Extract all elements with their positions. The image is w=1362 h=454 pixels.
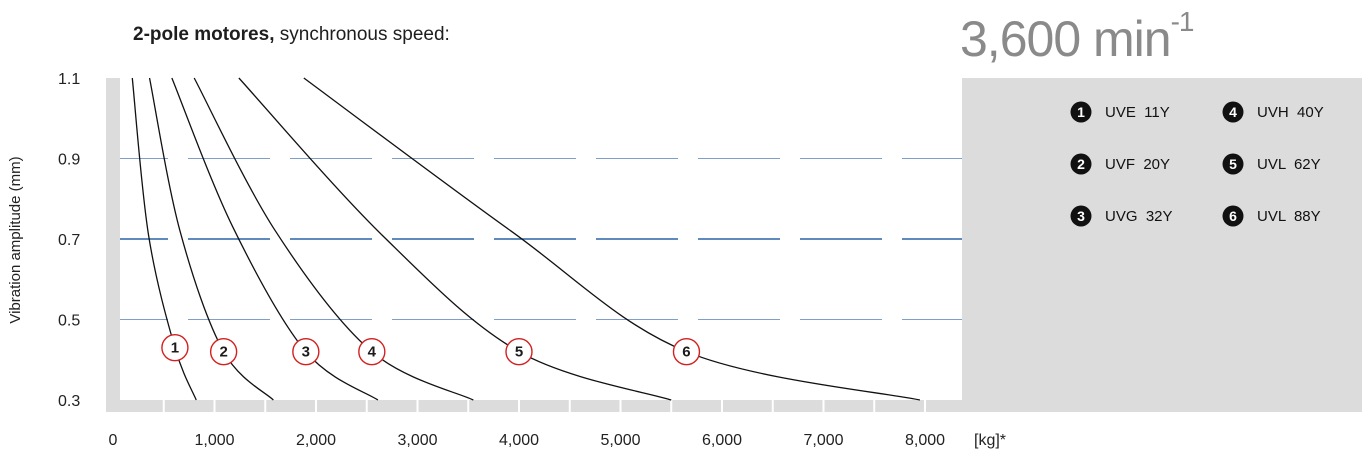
curve-2	[148, 77, 274, 401]
legend-dot-6	[1222, 205, 1244, 227]
y-tick-label: 0.3	[58, 393, 80, 410]
curve-marker-label-5: 5	[515, 344, 523, 361]
legend-number-6: 6	[1229, 208, 1237, 224]
curve-marker-3	[292, 338, 320, 366]
legend-label-6: UVL 88Y	[1257, 208, 1321, 225]
legend-item-5: 5 UVL 62Y	[1222, 153, 1321, 175]
curve-6	[303, 77, 921, 401]
legend-item-2: 2 UVF 20Y	[1070, 153, 1170, 175]
y-tick-labels: 1.1 0.9 0.7 0.5 0.3	[58, 71, 80, 410]
curve-marker-4	[358, 338, 386, 366]
curve-marker-2	[209, 338, 238, 366]
x-axis-unit-label: [kg]*	[974, 432, 1006, 449]
curve-marker-label-1: 1	[171, 340, 179, 357]
x-tick-label: 0	[109, 432, 118, 449]
curve-5	[238, 77, 672, 401]
curve-marker-label-3: 3	[302, 344, 310, 361]
chart-title-rest: synchronous speed:	[274, 24, 450, 45]
curve-marker-label-4: 4	[368, 344, 377, 361]
chart-title-bold: 2-pole motores,	[133, 24, 275, 45]
legend-dot-5	[1222, 153, 1244, 175]
curve-marker-1	[161, 333, 189, 362]
curve-3	[171, 77, 379, 401]
x-tick-label: 2,000	[296, 432, 336, 449]
legend-dot-2	[1070, 153, 1092, 175]
curve-marker-6	[672, 338, 701, 366]
legend-number-2: 2	[1077, 156, 1085, 172]
x-tick-label: 7,000	[803, 432, 843, 449]
legend-label-1: UVE 11Y	[1105, 104, 1170, 121]
legend: 1 UVE 11Y 2 UVF 20Y 3 UVG 32Y 4 UVH 40Y 5 UVL 62Y…	[1070, 101, 1324, 227]
x-tick-marks	[162, 400, 926, 412]
legend-dot-3	[1070, 205, 1092, 227]
x-tick-label: 4,000	[499, 432, 539, 449]
chart-title: 2-pole motores, synchronous speed:	[133, 24, 450, 46]
synchronous-speed: 3,600 min-1	[960, 6, 1194, 68]
curve-4	[193, 77, 474, 401]
y-tick-label: 0.7	[58, 232, 80, 249]
legend-number-3: 3	[1077, 208, 1085, 224]
legend-number-5: 5	[1229, 156, 1237, 172]
speed-value: 3,600 min	[960, 11, 1172, 67]
legend-label-4: UVH 40Y	[1257, 104, 1324, 121]
x-tick-label: 5,000	[600, 432, 640, 449]
legend-dot-4	[1222, 101, 1244, 123]
legend-item-1: 1 UVE 11Y	[1070, 101, 1170, 123]
curve-markers: 1 2 3 4 5 6	[161, 333, 701, 366]
curves	[131, 77, 921, 401]
curve-marker-5	[505, 338, 533, 366]
legend-item-6: 6 UVL 88Y	[1222, 205, 1321, 227]
y-tick-label: 0.9	[58, 152, 80, 169]
legend-item-4: 4 UVH 40Y	[1222, 101, 1324, 123]
x-tick-label: 6,000	[702, 432, 742, 449]
x-tick-label: 8,000	[905, 432, 945, 449]
legend-item-3: 3 UVG 32Y	[1070, 205, 1173, 227]
legend-dot-1	[1070, 101, 1092, 123]
legend-label-2: UVF 20Y	[1105, 156, 1170, 173]
legend-number-1: 1	[1077, 104, 1085, 120]
legend-number-4: 4	[1229, 104, 1237, 120]
curve-marker-label-6: 6	[682, 344, 690, 361]
curve-1	[131, 77, 197, 401]
y-axis-label: Vibration amplitude (mm)	[7, 156, 24, 323]
speed-exponent: -1	[1170, 6, 1195, 37]
x-tick-labels: 0 1,000 2,000 3,000 4,000 5,000 6,000 7,000 8,00…	[109, 432, 946, 449]
legend-label-3: UVG 32Y	[1105, 208, 1173, 225]
grid-lines	[120, 158, 962, 320]
y-tick-label: 0.5	[58, 313, 80, 330]
x-tick-label: 3,000	[397, 432, 437, 449]
y-tick-label: 1.1	[58, 71, 80, 88]
curve-marker-label-2: 2	[219, 344, 227, 361]
legend-label-5: UVL 62Y	[1257, 156, 1321, 173]
x-tick-label: 1,000	[194, 432, 234, 449]
